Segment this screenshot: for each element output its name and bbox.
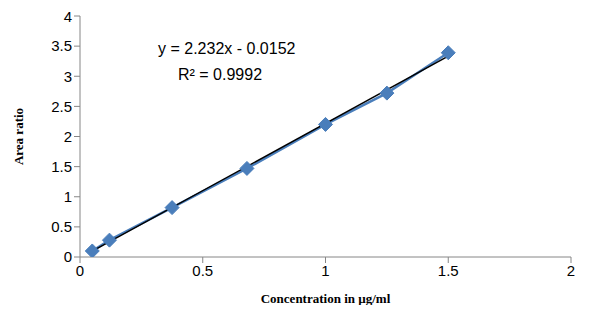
- svg-text:2: 2: [64, 128, 72, 145]
- svg-text:4: 4: [64, 8, 72, 25]
- svg-text:1: 1: [321, 262, 329, 279]
- svg-text:Area ratio: Area ratio: [11, 108, 26, 165]
- html-text:y = 2.232x - 0.0152: y = 2.232x - 0.0152: [158, 40, 296, 57]
- svg-text:0.5: 0.5: [192, 262, 213, 279]
- svg-text:1.5: 1.5: [438, 262, 459, 279]
- svg-text:2.5: 2.5: [51, 98, 72, 115]
- svg-text:Concentration in µg/ml: Concentration in µg/ml: [261, 291, 391, 305]
- svg-text:0: 0: [64, 248, 72, 265]
- html-text:R² = 0.9992: R² = 0.9992: [178, 66, 263, 83]
- svg-text:1.5: 1.5: [51, 158, 72, 175]
- svg-text:0.5: 0.5: [51, 218, 72, 235]
- svg-text:3.5: 3.5: [51, 37, 72, 54]
- svg-text:3: 3: [64, 68, 72, 85]
- svg-text:0: 0: [76, 262, 84, 279]
- svg-text:1: 1: [64, 188, 72, 205]
- svg-text:2: 2: [567, 262, 575, 279]
